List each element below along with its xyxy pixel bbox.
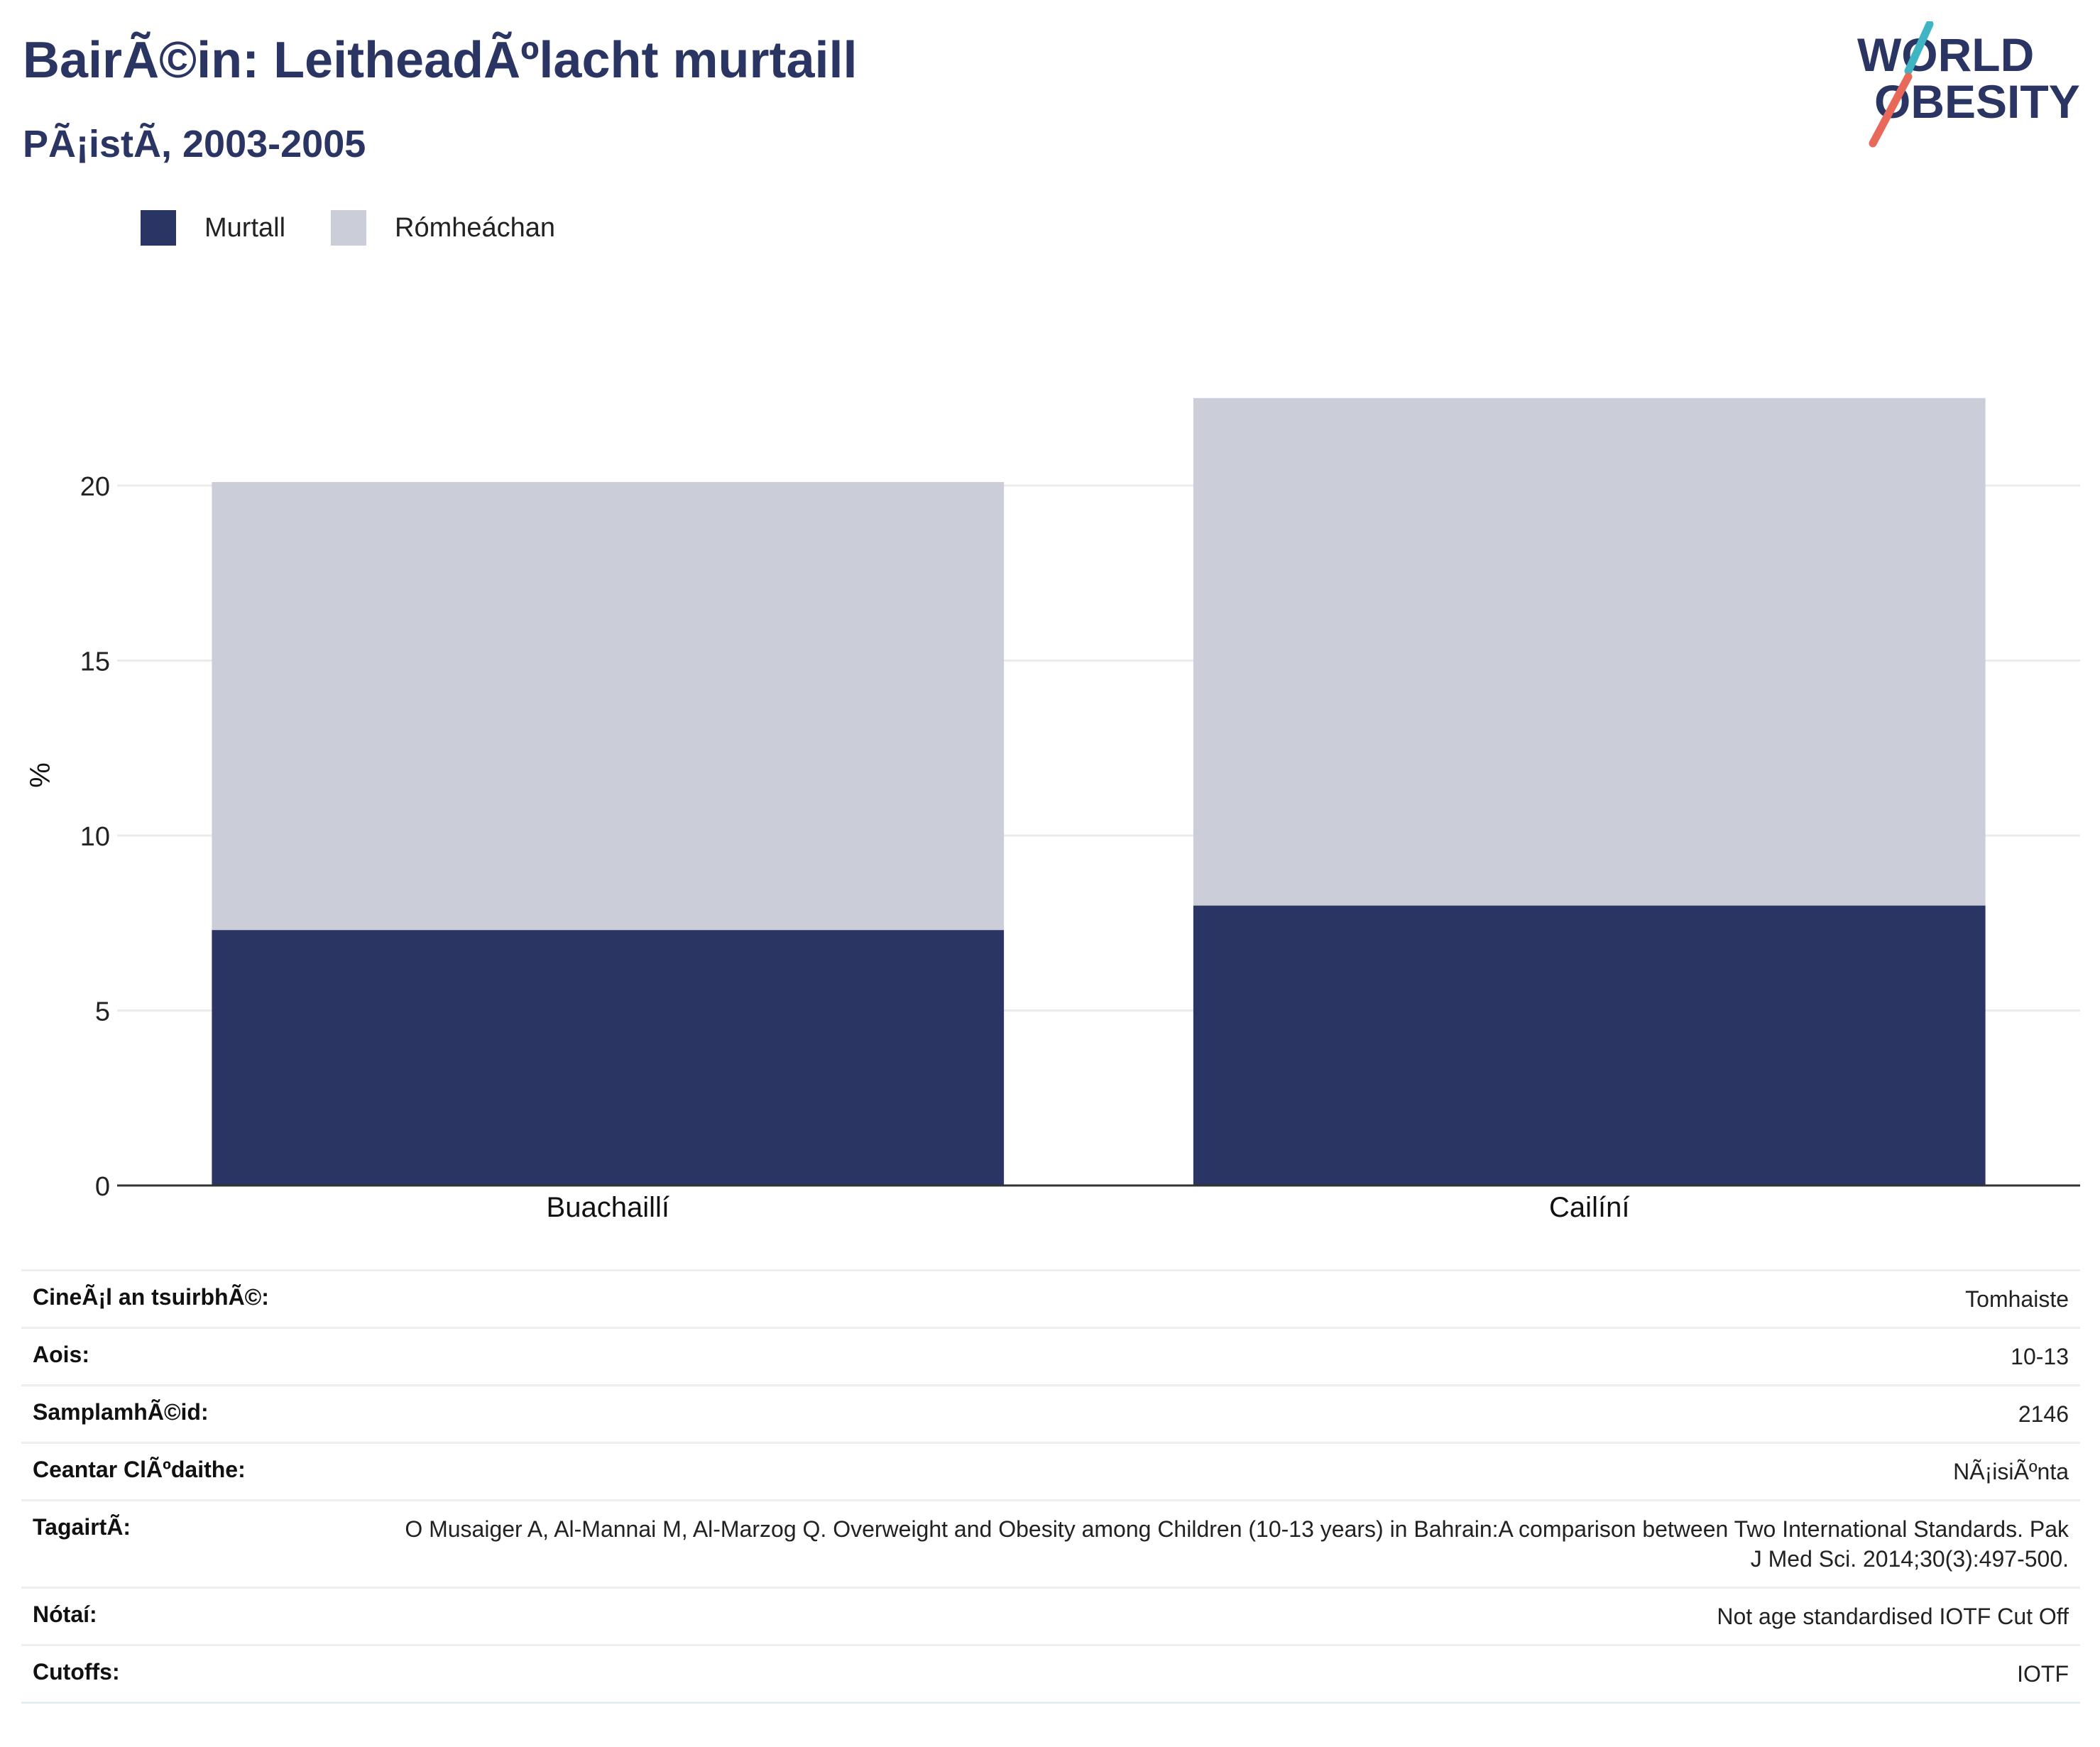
logo-slash-bottom: [1869, 72, 1913, 148]
world-obesity-logo: WORLD OBESITY: [1857, 21, 2080, 148]
info-row: Nótaí: Not age standardised IOTF Cut Off: [21, 1587, 2080, 1645]
stacked-bar-chart: 0 5 10 15 20 Buachaillí Cailíní %: [25, 398, 2080, 1223]
legend-label-obese: Murtall: [204, 212, 286, 243]
info-row: SamplamhÃ©id: 2146: [21, 1384, 2080, 1443]
info-row: TagairtÃ: O Musaiger A, Al-Mannai M, Al-M…: [21, 1499, 2080, 1588]
info-key: TagairtÃ:: [21, 1499, 385, 1588]
info-value: Tomhaiste: [385, 1269, 2080, 1328]
bar-overweight[interactable]: [212, 482, 1005, 931]
y-tick-label: 15: [80, 647, 110, 677]
info-key: Ceantar ClÃºdaithe:: [21, 1442, 385, 1501]
info-row: CineÃ¡l an tsuirbhÃ©: Tomhaiste: [21, 1269, 2080, 1328]
y-tick-label: 5: [95, 997, 110, 1027]
legend-label-overweight: Rómheáchan: [395, 212, 556, 243]
legend-swatch-overweight: [331, 210, 367, 246]
info-value: O Musaiger A, Al-Mannai M, Al-Marzog Q. …: [385, 1499, 2080, 1588]
axes: 0 5 10 15 20 Buachaillí Cailíní: [80, 472, 2080, 1223]
chart-legend: Murtall Rómheáchan: [141, 210, 601, 246]
y-tick-label: 0: [95, 1172, 110, 1202]
legend-item-obese[interactable]: Murtall: [141, 210, 285, 246]
info-key: Aois:: [21, 1327, 385, 1386]
y-tick-label: 20: [80, 472, 110, 502]
chart-title: BairÃ©in: LeitheadÃºlacht murtaill: [23, 32, 858, 89]
bar-obese[interactable]: [212, 930, 1005, 1185]
info-key: SamplamhÃ©id:: [21, 1384, 385, 1443]
x-tick-label: Buachaillí: [547, 1192, 669, 1223]
info-row: Ceantar ClÃºdaithe: NÃ¡isiÃºnta: [21, 1442, 2080, 1501]
info-key: Nótaí:: [21, 1587, 385, 1645]
survey-info-table: CineÃ¡l an tsuirbhÃ©: Tomhaiste Aois: 10-13…: [21, 1269, 2080, 1704]
bar-overweight[interactable]: [1193, 398, 1986, 906]
info-key: CineÃ¡l an tsuirbhÃ©:: [21, 1269, 385, 1328]
info-key: Cutoffs:: [21, 1644, 385, 1704]
info-value: NÃ¡isiÃºnta: [385, 1442, 2080, 1501]
legend-swatch-obese: [141, 210, 176, 246]
legend-item-overweight[interactable]: Rómheáchan: [331, 210, 555, 246]
info-row: Cutoffs: IOTF: [21, 1644, 2080, 1704]
info-value: IOTF: [385, 1644, 2080, 1704]
info-value: Not age standardised IOTF Cut Off: [385, 1587, 2080, 1645]
y-axis-label: %: [25, 762, 56, 788]
logo-slash-top: [1904, 21, 1934, 75]
y-tick-label: 10: [80, 822, 110, 852]
bar-obese[interactable]: [1193, 905, 1986, 1185]
info-value: 10-13: [385, 1327, 2080, 1386]
info-value: 2146: [385, 1384, 2080, 1443]
bars: [212, 398, 1986, 1185]
chart-subtitle: PÃ¡istÃ, 2003-2005: [23, 123, 366, 165]
logo-line-1: WORLD: [1857, 28, 2034, 81]
info-row: Aois: 10-13: [21, 1327, 2080, 1386]
x-tick-label: Cailíní: [1549, 1192, 1629, 1223]
